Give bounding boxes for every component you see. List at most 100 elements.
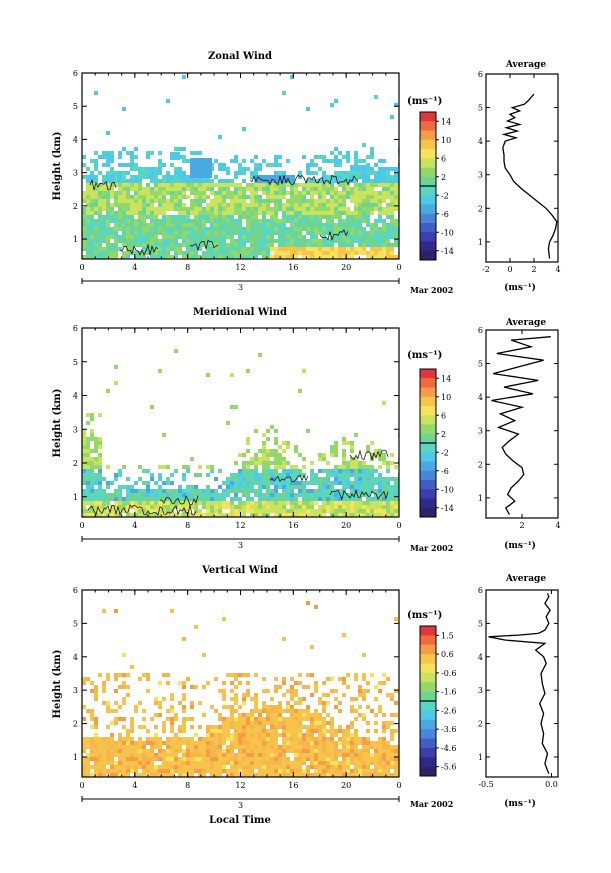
heatmap-cell [162, 235, 166, 239]
heatmap-cell [194, 235, 198, 239]
heatmap-cell [246, 745, 250, 749]
heatmap-cell [358, 773, 362, 777]
heatmap-cell [350, 465, 354, 469]
heatmap-cell [110, 513, 114, 517]
heatmap-cell [102, 509, 106, 513]
heatmap-cell [290, 211, 294, 215]
heatmap-cell [222, 681, 226, 685]
heatmap-cell [150, 761, 154, 765]
heatmap-cell [162, 769, 166, 773]
heatmap-cell [198, 497, 202, 501]
heatmap-cell [86, 437, 90, 441]
heatmap-cell [218, 485, 222, 489]
heatmap-cell [238, 211, 242, 215]
heatmap-cell [258, 207, 262, 211]
heatmap-cell [358, 705, 362, 709]
heatmap-cell [318, 749, 322, 753]
heatmap-cell [258, 721, 262, 725]
heatmap-cell [106, 725, 110, 729]
heatmap-cell [258, 757, 262, 761]
heatmap-cell [190, 485, 194, 489]
heatmap-cell [162, 697, 166, 701]
heatmap-cell [170, 183, 174, 187]
heatmap-cell [278, 247, 282, 251]
heatmap-cell [186, 469, 190, 473]
heatmap-cell [282, 757, 286, 761]
heatmap-cell [98, 445, 102, 449]
heatmap-cell [170, 769, 174, 773]
heatmap-cell [190, 505, 194, 509]
colorbar-swatch [420, 461, 436, 472]
heatmap-cell [94, 473, 98, 477]
heatmap-cell [166, 681, 170, 685]
heatmap-cell [326, 489, 330, 493]
heatmap-cell [226, 773, 230, 777]
heatmap-cell [142, 195, 146, 199]
heatmap-cell [230, 485, 234, 489]
heatmap-cell [198, 753, 202, 757]
heatmap-cell [102, 227, 106, 231]
heatmap-cell [362, 461, 366, 465]
heatmap-cell [266, 709, 270, 713]
heatmap-cell [234, 239, 238, 243]
heatmap-cell [378, 231, 382, 235]
heatmap-cell [242, 765, 246, 769]
heatmap-cell [178, 761, 182, 765]
heatmap-cell [162, 505, 166, 509]
heatmap-cell [374, 243, 378, 247]
heatmap-cell [226, 223, 230, 227]
heatmap-cell [158, 369, 162, 373]
heatmap-cell [182, 159, 186, 163]
heatmap-cell [270, 761, 274, 765]
heatmap-cell [298, 223, 302, 227]
heatmap-cell [346, 215, 350, 219]
heatmap-cell [146, 741, 150, 745]
heatmap-cell [326, 247, 330, 251]
heatmap-cell [338, 231, 342, 235]
colorbar-swatch [420, 121, 436, 131]
heatmap-cell [314, 231, 318, 235]
heatmap-cell [330, 677, 334, 681]
heatmap-cell [378, 501, 382, 505]
heatmap-cell [374, 729, 378, 733]
heatmap-cell [138, 239, 142, 243]
heatmap-cell [234, 155, 238, 159]
heatmap-cell [294, 757, 298, 761]
heatmap-cell [394, 493, 398, 497]
heatmap-cell [318, 251, 322, 255]
heatmap-cell [226, 235, 230, 239]
heatmap-cell [394, 167, 398, 171]
heatmap-cell [170, 243, 174, 247]
heatmap-cell [366, 477, 370, 481]
heatmap-cell [106, 131, 110, 135]
heatmap-cell [114, 203, 118, 207]
heatmap-cell [174, 497, 178, 501]
heatmap-cell [358, 481, 362, 485]
heatmap-cell [122, 187, 126, 191]
heatmap-cell [82, 449, 86, 453]
heatmap-cell [350, 195, 354, 199]
heatmap-cell [186, 215, 190, 219]
heatmap-cell [294, 729, 298, 733]
heatmap-cell [322, 453, 326, 457]
heatmap-cell [386, 761, 390, 765]
heatmap-cell [362, 693, 366, 697]
heatmap-cell [154, 773, 158, 777]
heatmap-cell [366, 187, 370, 191]
heatmap-cell [270, 469, 274, 473]
heatmap-cell [346, 235, 350, 239]
heatmap-cell [194, 513, 198, 517]
heatmap-cell [114, 179, 118, 183]
heatmap-cell [386, 235, 390, 239]
heatmap-cell [198, 765, 202, 769]
heatmap-cell [154, 187, 158, 191]
heatmap-cell [342, 227, 346, 231]
heatmap-cell [226, 211, 230, 215]
y-tick-label: 1 [73, 753, 78, 762]
heatmap-cell [358, 235, 362, 239]
heatmap-cell [178, 497, 182, 501]
heatmap-cell [330, 231, 334, 235]
heatmap-cell [126, 187, 130, 191]
heatmap-cell [238, 769, 242, 773]
heatmap-cell [378, 243, 382, 247]
